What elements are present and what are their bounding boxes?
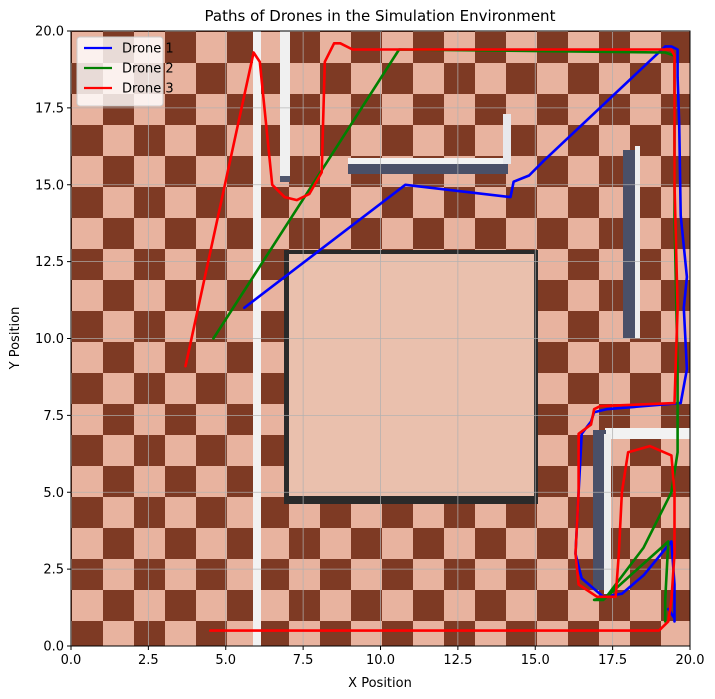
right-wall	[623, 150, 637, 338]
series-line-drone-1	[243, 45, 689, 623]
legend-label: Drone 3	[122, 82, 174, 97]
y-axis-label: Y Position	[8, 307, 23, 371]
central-platform	[289, 254, 534, 496]
x-tick-label: 0.0	[61, 653, 82, 668]
x-tick-label: 20.0	[676, 653, 705, 668]
x-axis-ticks: 0.0 2.5 5.0 7.5 10.0 12.5 15.0 17.5 20.0	[61, 646, 705, 668]
x-tick-label: 5.0	[215, 653, 236, 668]
legend-label: Drone 1	[122, 42, 174, 57]
horizontal-wall-post	[503, 114, 511, 164]
series-layer	[184, 41, 689, 632]
y-tick-label: 15.0	[35, 178, 64, 193]
series-line-drone-2	[212, 48, 679, 623]
x-tick-label: 10.0	[366, 653, 395, 668]
y-tick-label: 12.5	[35, 255, 64, 270]
y-tick-label: 0.0	[43, 640, 64, 655]
x-tick-label: 15.0	[521, 653, 550, 668]
upper-wall	[280, 31, 290, 181]
legend-label: Drone 2	[122, 62, 174, 77]
horizontal-wall-side	[348, 164, 508, 174]
chart-title: Paths of Drones in the Simulation Enviro…	[205, 7, 556, 25]
horizontal-wall	[348, 158, 511, 164]
lower-wall-vertical	[593, 430, 606, 590]
y-tick-label: 17.5	[35, 101, 64, 116]
y-tick-label: 7.5	[43, 409, 64, 424]
upper-wall-shadow	[280, 176, 290, 182]
y-tick-label: 20.0	[35, 25, 64, 40]
y-tick-label: 5.0	[43, 486, 64, 501]
x-tick-label: 7.5	[293, 653, 314, 668]
lower-wall-horizontal	[605, 428, 690, 439]
grid-lines	[71, 31, 690, 646]
y-tick-label: 2.5	[43, 563, 64, 578]
series-line-drone-3	[184, 41, 679, 632]
legend: Drone 1 Drone 2 Drone 3	[76, 36, 174, 107]
x-tick-label: 17.5	[598, 653, 627, 668]
x-tick-label: 12.5	[443, 653, 472, 668]
y-tick-label: 10.0	[35, 332, 64, 347]
x-axis-label: X Position	[348, 676, 412, 691]
lower-wall-edge	[604, 434, 611, 594]
y-axis-ticks: 0.0 2.5 5.0 7.5 10.0 12.5 15.0 17.5 20.0	[35, 25, 71, 655]
x-tick-label: 2.5	[138, 653, 159, 668]
right-wall-top	[635, 146, 640, 338]
